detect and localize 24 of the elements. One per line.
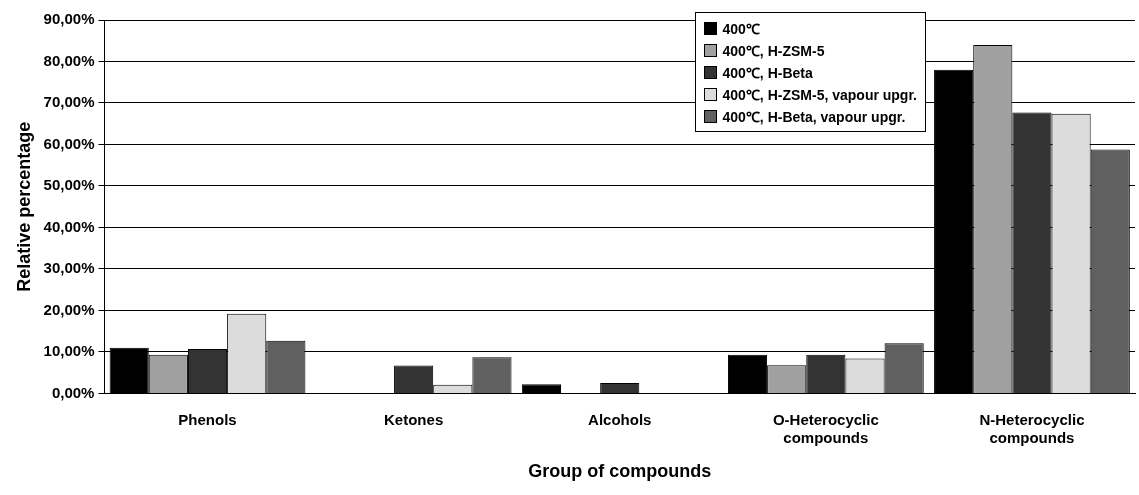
y-tick-label: 20,00% [43,300,95,318]
x-tick-label: Alcohols [588,410,652,428]
x-tick-label: N-Heterocyclic compounds [979,410,1085,446]
x-axis-title: Group of compounds [528,461,712,482]
y-tick-label: 10,00% [43,342,95,360]
y-tick-label: 60,00% [43,134,95,152]
y-tick-label: 50,00% [43,176,95,194]
y-tick-label: 30,00% [43,259,95,277]
legend-label: 400℃, H-Beta, vapour upgr. [722,107,906,126]
bar [521,384,561,393]
y-tick-label: 70,00% [43,93,95,111]
legend-label: 400℃, H-ZSM-5, vapour upgr. [722,85,917,104]
x-tick-label: O-Heterocyclic compounds [772,410,879,446]
legend-label: 400℃ [722,19,760,38]
y-tick-label: 80,00% [43,51,95,69]
y-tick-label: 0,00% [51,383,95,401]
x-tick-label: Phenols [178,410,237,428]
y-axis-title: Relative percentage [13,121,34,292]
bar [727,354,768,393]
legend-label: 400℃, H-Beta [722,63,813,82]
x-tick-label: Ketones [384,410,444,428]
y-tick-label: 90,00% [43,10,95,28]
legend-label: 400℃, H-ZSM-5 [722,41,825,60]
y-tick-label: 40,00% [43,217,95,235]
